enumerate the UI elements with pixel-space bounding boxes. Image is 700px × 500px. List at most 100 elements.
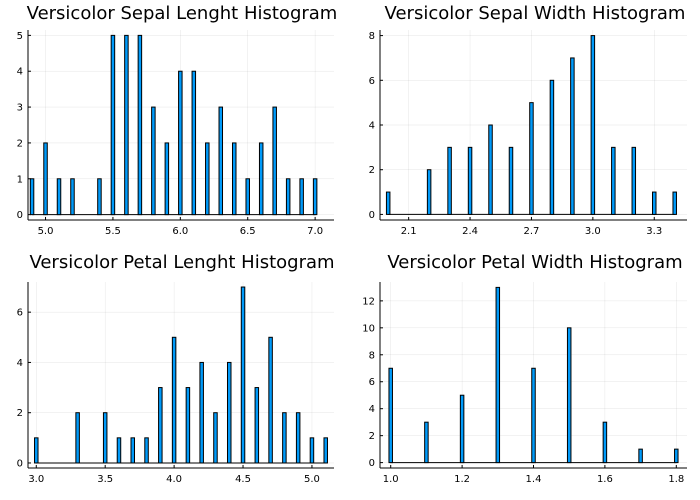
histogram-bar — [34, 437, 39, 464]
histogram-bar — [611, 146, 616, 215]
histogram-bar — [56, 178, 62, 216]
histogram-bar — [171, 336, 177, 464]
histogram-bar — [459, 394, 465, 464]
histogram-bar — [158, 387, 163, 464]
histogram-bar — [285, 178, 291, 216]
panel-sepal-length: Versicolor Sepal Lenght Histogram 5.0 5.5… — [17, 3, 338, 237]
chart-title: Versicolor Sepal Width Histogram — [385, 3, 686, 24]
histogram-bar — [205, 142, 210, 216]
histogram-bar — [258, 142, 264, 216]
histogram-bar — [116, 437, 122, 464]
y-tick-label: 2 — [17, 138, 23, 149]
histogram-bar — [309, 437, 315, 464]
y-tick-label: 0 — [369, 458, 375, 469]
x-tick-label: 3.5 — [97, 474, 113, 485]
y-tick-label: 0 — [369, 210, 375, 221]
histogram-bar — [570, 57, 575, 215]
histogram-bar — [268, 336, 273, 464]
histogram-bar — [272, 106, 277, 216]
y-tick-label: 4 — [17, 67, 23, 78]
histogram-bar — [652, 191, 657, 215]
histogram-bar — [75, 412, 80, 464]
histogram-bar — [254, 387, 260, 464]
y-tick-label: 2 — [369, 165, 375, 176]
y-tick-label: 6 — [17, 308, 23, 319]
histogram-bar — [102, 412, 108, 464]
histogram-bar — [531, 367, 536, 464]
y-tick-label: 2 — [369, 431, 375, 442]
histogram-bar — [282, 412, 287, 464]
histogram-bar — [199, 361, 204, 464]
y-tick-label: 4 — [369, 404, 375, 415]
histogram-bar — [124, 34, 129, 216]
histogram-bar — [674, 448, 679, 464]
x-tick-label: 2.4 — [462, 226, 478, 237]
x-tick-label: 1.2 — [454, 474, 470, 485]
histogram-bar — [130, 437, 136, 464]
histogram-bar — [590, 35, 596, 215]
histogram-bar — [388, 367, 393, 464]
y-tick-label: 4 — [17, 358, 23, 369]
histogram-bar — [447, 146, 452, 215]
histogram-bar — [488, 124, 493, 215]
x-tick-label: 1.6 — [597, 474, 613, 485]
histogram-bar — [385, 191, 391, 215]
histogram-bar — [638, 448, 643, 464]
panel-sepal-width: Versicolor Sepal Width Histogram 2.1 2.4 2… — [369, 3, 687, 237]
histogram-bar — [672, 191, 677, 215]
chart-title: Versicolor Petal Lenght Histogram — [29, 252, 334, 273]
histogram-bar — [529, 102, 534, 215]
histogram-bar — [29, 178, 35, 216]
y-tick-label: 8 — [369, 31, 375, 42]
y-tick-label: 0 — [17, 210, 23, 221]
x-tick-label: 2.1 — [401, 226, 417, 237]
x-tick-label: 5.5 — [105, 226, 121, 237]
histogram-bar — [426, 169, 432, 215]
y-tick-label: 6 — [369, 377, 375, 388]
x-tick-label: 1.8 — [668, 474, 684, 485]
x-tick-label: 7.0 — [307, 226, 323, 237]
panel-petal-length: Versicolor Petal Lenght Histogram 3.0 3.5… — [17, 252, 335, 485]
y-tick-label: 0 — [17, 458, 23, 469]
histogram-bar — [178, 70, 183, 216]
y-tick-label: 3 — [17, 103, 23, 114]
histogram-bar — [97, 178, 102, 216]
chart-title: Versicolor Sepal Lenght Histogram — [27, 3, 338, 24]
x-tick-label: 4.5 — [235, 474, 251, 485]
y-tick-label: 8 — [369, 350, 375, 361]
histogram-bar — [549, 79, 555, 215]
histogram-bar — [226, 361, 232, 464]
x-tick-label: 6.0 — [172, 226, 188, 237]
y-tick-label: 4 — [369, 121, 375, 132]
x-tick-label: 3.0 — [585, 226, 601, 237]
y-tick-label: 1 — [17, 174, 23, 185]
y-tick-label: 5 — [17, 31, 23, 42]
histogram-bar — [231, 142, 237, 216]
histogram-bar — [467, 146, 473, 215]
histogram-bar — [137, 34, 143, 216]
y-tick-label: 10 — [362, 323, 375, 334]
x-tick-label: 1.0 — [383, 474, 399, 485]
histogram-bar — [312, 178, 318, 216]
histogram-bar — [240, 286, 246, 464]
panel-petal-width: Versicolor Petal Width Histogram 1.0 1.2 1… — [362, 252, 687, 485]
histogram-bar — [218, 106, 224, 216]
x-tick-label: 1.4 — [526, 474, 542, 485]
histogram-bar — [299, 178, 304, 216]
histogram-bar — [566, 327, 572, 464]
histogram-bar — [43, 142, 48, 216]
histogram-bar — [424, 421, 429, 464]
chart-title: Versicolor Petal Width Histogram — [387, 252, 682, 273]
histogram-bar — [295, 412, 301, 464]
histogram-bar — [110, 34, 116, 216]
x-tick-label: 3.0 — [28, 474, 44, 485]
histogram-bar — [245, 178, 250, 216]
histogram-bar — [213, 412, 218, 464]
histogram-bar — [495, 286, 501, 464]
histogram-bar — [508, 146, 514, 215]
histogram-bar — [144, 437, 149, 464]
histogram-bar — [185, 387, 191, 464]
x-tick-label: 3.3 — [646, 226, 662, 237]
histogram-bar — [602, 421, 608, 464]
